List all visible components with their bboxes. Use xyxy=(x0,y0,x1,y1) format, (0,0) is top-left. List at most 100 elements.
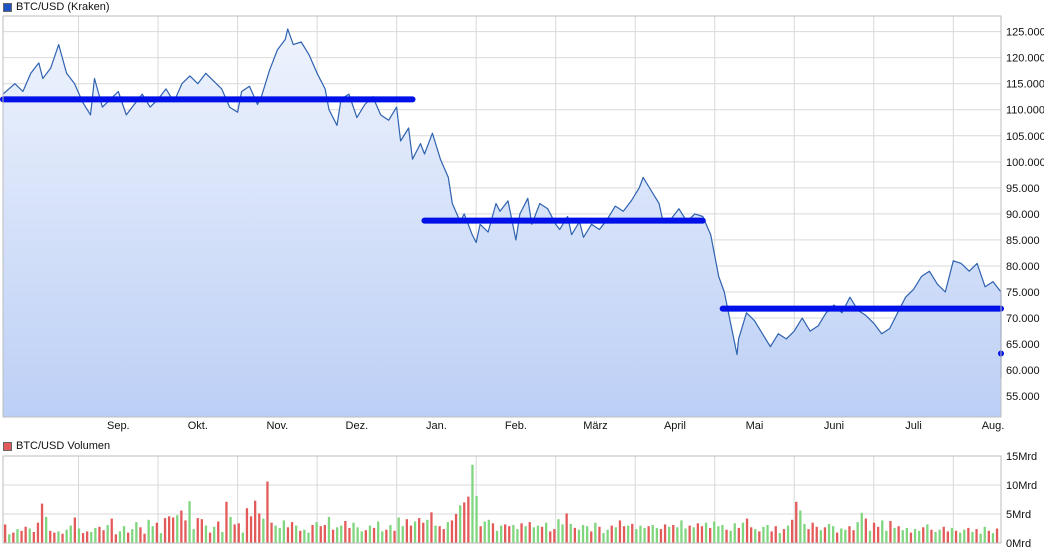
volume-bar xyxy=(233,524,236,543)
volume-bar xyxy=(225,501,228,543)
volume-y-tick-label: 5Mrd xyxy=(1006,509,1031,521)
price-y-tick-label: 60.000 xyxy=(1006,365,1040,377)
volume-bar xyxy=(868,530,872,543)
volume-bar xyxy=(385,529,388,543)
volume-bar xyxy=(409,525,413,543)
volume-bar xyxy=(659,529,663,543)
volume-bar xyxy=(20,530,23,543)
volume-bars xyxy=(4,464,999,543)
volume-bar xyxy=(930,529,933,543)
volume-bar xyxy=(745,518,749,543)
volume-bar xyxy=(49,530,52,543)
volume-bar xyxy=(40,503,44,543)
price-legend-swatch xyxy=(3,2,12,12)
volume-bar xyxy=(991,533,995,543)
volume-bar xyxy=(475,496,478,543)
volume-bar xyxy=(553,529,556,543)
volume-bar xyxy=(323,525,326,543)
volume-bar xyxy=(180,510,183,543)
volume-bar xyxy=(221,532,224,543)
volume-bar xyxy=(299,530,302,543)
volume-bar xyxy=(786,525,790,543)
price-y-tick-label: 105.000 xyxy=(1006,131,1044,143)
volume-bar xyxy=(184,520,187,543)
volume-bar xyxy=(65,529,68,543)
volume-bar xyxy=(393,530,396,543)
volume-bar xyxy=(295,525,298,543)
volume-bar xyxy=(565,513,568,543)
volume-bar xyxy=(729,530,732,543)
volume-bar xyxy=(733,523,736,543)
price-frame xyxy=(2,15,1002,418)
volume-bar xyxy=(278,527,281,543)
volume-bar xyxy=(135,522,138,543)
volume-bar xyxy=(737,527,740,543)
price-y-tick-label: 65.000 xyxy=(1006,339,1040,351)
volume-bar xyxy=(401,526,404,543)
volume-bar xyxy=(905,527,908,543)
volume-bar xyxy=(8,534,11,543)
volume-bar xyxy=(32,532,35,543)
volume-bar xyxy=(586,526,589,543)
volume-bar xyxy=(979,533,982,543)
volume-bar xyxy=(352,522,355,543)
volume-bar xyxy=(147,519,150,543)
volume-bar xyxy=(524,526,527,543)
volume-bar xyxy=(495,530,499,543)
volume-bar xyxy=(959,532,962,543)
volume-bar xyxy=(28,528,31,543)
volume-bar xyxy=(750,527,753,543)
price-y-tick-label: 110.000 xyxy=(1006,105,1044,117)
price-y-tick-label: 115.000 xyxy=(1006,79,1044,91)
volume-bar xyxy=(114,534,117,543)
volume-bar xyxy=(655,527,658,543)
volume-bar xyxy=(713,521,716,543)
volume-bar xyxy=(881,520,884,543)
volume-bar xyxy=(364,530,367,543)
volume-bar xyxy=(860,512,863,543)
volume-bar xyxy=(811,522,814,543)
volume-bar xyxy=(512,525,515,543)
volume-bar xyxy=(528,522,531,543)
volume-bar xyxy=(696,523,699,543)
volume-bar xyxy=(848,526,851,543)
volume-bar xyxy=(754,529,757,543)
volume-bar xyxy=(672,525,675,543)
volume-bar xyxy=(315,522,318,543)
volume-bar xyxy=(909,532,913,543)
price-x-tick-label: Sep. xyxy=(107,420,130,432)
volume-bar xyxy=(504,524,507,543)
volume-bar xyxy=(327,516,331,543)
volume-bar xyxy=(372,527,376,543)
volume-bar xyxy=(709,527,712,543)
volume-frame xyxy=(2,455,1002,544)
volume-bar xyxy=(208,532,212,543)
volume-bar xyxy=(258,513,261,543)
volume-bar xyxy=(491,523,495,543)
volume-bar xyxy=(81,533,85,543)
volume-bar xyxy=(360,531,363,543)
volume-legend-swatch xyxy=(3,441,12,451)
volume-bar xyxy=(229,516,232,543)
volume-bar xyxy=(331,529,335,543)
volume-bar xyxy=(987,530,990,543)
volume-bar xyxy=(196,518,199,543)
volume-bar xyxy=(946,531,949,543)
volume-bar xyxy=(24,526,27,543)
volume-bar xyxy=(340,525,343,543)
volume-y-tick-label: 10Mrd xyxy=(1006,480,1037,492)
price-y-tick-label: 70.000 xyxy=(1006,313,1040,325)
volume-bar xyxy=(69,525,72,543)
volume-bar xyxy=(577,529,581,543)
volume-bar xyxy=(418,518,421,543)
volume-bar xyxy=(926,524,929,543)
volume-bar xyxy=(721,525,724,543)
volume-bar xyxy=(94,527,97,543)
price-x-tick-label: Aug. xyxy=(982,420,1005,432)
volume-bar xyxy=(852,530,855,543)
volume-bar xyxy=(90,532,93,543)
price-x-tick-label: Mai xyxy=(746,420,764,432)
volume-bar xyxy=(110,518,113,543)
volume-bar xyxy=(877,526,880,543)
